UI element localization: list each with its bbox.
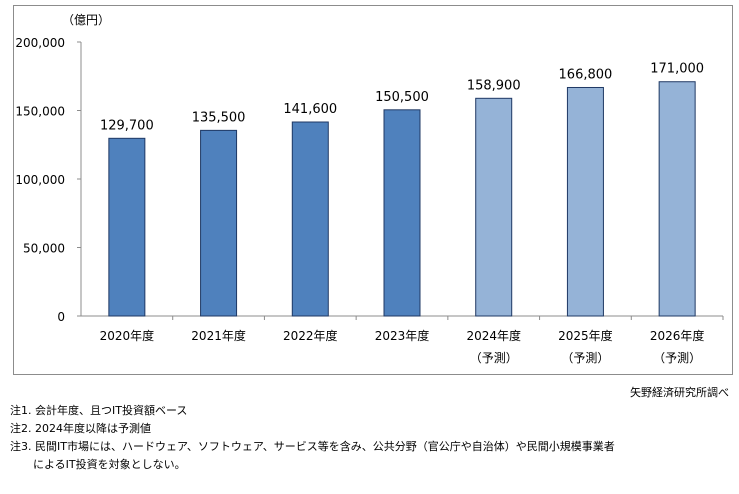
x-tick-label: 2024年度 (466, 328, 521, 343)
x-tick-label: 2025年度 (558, 328, 613, 343)
x-tick-sublabel: （予測） (653, 351, 701, 365)
data-label: 141,600 (283, 102, 337, 117)
source-label: 矢野経済研究所調べ (630, 386, 729, 399)
y-tick-label: 50,000 (23, 242, 65, 256)
x-tick-label: 2020年度 (100, 328, 155, 343)
note-1: 注1. 会計年度、且つIT投資額ベース (10, 404, 188, 417)
data-label: 171,000 (650, 62, 704, 77)
bar (291, 121, 329, 317)
y-tick-label: 0 (57, 310, 65, 324)
bar (566, 86, 604, 317)
bar (658, 81, 696, 317)
data-label: 166,800 (559, 67, 613, 82)
data-label: 135,500 (192, 110, 246, 125)
y-tick-label: 150,000 (15, 105, 65, 119)
bar (108, 137, 146, 317)
note-2: 注2. 2024年度以降は予測値 (10, 422, 151, 435)
x-tick-label: 2022年度 (283, 328, 338, 343)
y-tick-label: 100,000 (15, 173, 65, 187)
chart-frame (13, 5, 733, 375)
unit-label: （億円） (62, 13, 110, 27)
bar-chart: （億円） 0 50,000 100,000 150,000 200,000 129,700 2… (15, 13, 724, 365)
bar (383, 109, 421, 317)
note-3: 注3. 民間IT市場には、ハードウェア、ソフトウェア、サービス等を含み、公共分野… (10, 440, 615, 453)
y-tick-label: 200,000 (15, 36, 65, 50)
data-label: 129,700 (100, 118, 154, 133)
note-3-continued: によるIT投資を対象としない。 (33, 458, 186, 471)
x-tick-sublabel: （予測） (470, 351, 518, 365)
data-label: 150,500 (375, 90, 429, 105)
x-tick-label: 2021年度 (191, 328, 246, 343)
x-tick-label: 2023年度 (375, 328, 430, 343)
x-tick-sublabel: （予測） (561, 351, 609, 365)
data-label: 158,900 (467, 78, 521, 93)
x-tick-label: 2026年度 (650, 328, 705, 343)
bar (200, 129, 238, 317)
bar (475, 97, 513, 317)
